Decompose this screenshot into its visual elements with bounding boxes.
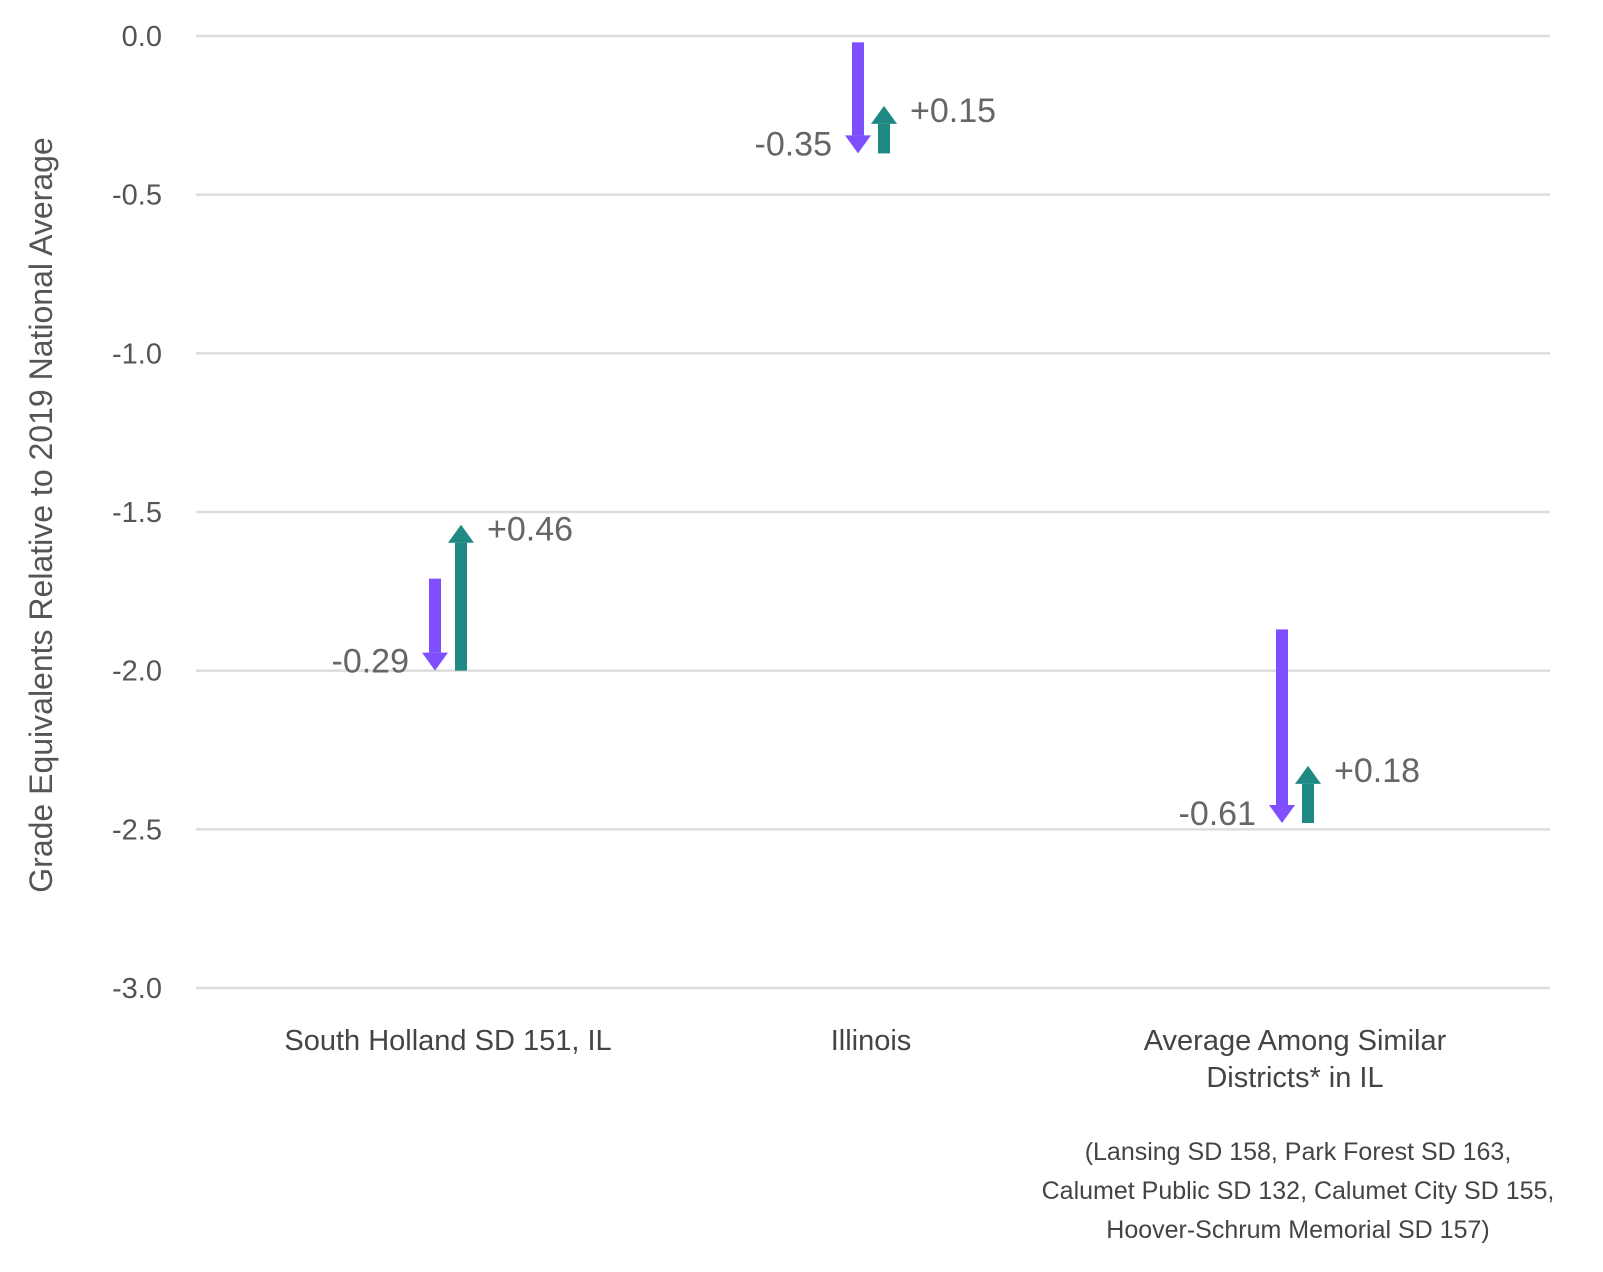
recovery-arrow-head [1295, 765, 1321, 784]
y-tick-label: -2.0 [112, 656, 162, 688]
decline-arrow-head [422, 652, 448, 671]
recovery-arrow-shaft [878, 123, 890, 154]
y-tick-label: -1.0 [112, 338, 162, 370]
decline-arrow-head [1269, 804, 1295, 823]
recovery-arrow-head [871, 105, 897, 124]
category-label: Average Among Similar [1144, 1025, 1447, 1057]
recovery-arrow-shaft [455, 542, 467, 671]
recovery-arrow [1295, 765, 1321, 823]
decline-arrow-shaft [852, 42, 864, 136]
category-label: South Holland SD 151, IL [284, 1025, 611, 1057]
arrow-marks: -0.29 -0.35 -0.61 +0.46 +0.15 +0.18 [332, 42, 1420, 833]
y-tick-label: -1.5 [112, 497, 162, 529]
footnote-line: Calumet Public SD 132, Calumet City SD 1… [1042, 1177, 1555, 1205]
footnote-line: (Lansing SD 158, Park Forest SD 163, [1085, 1138, 1512, 1166]
recovery-label: +0.15 [910, 92, 996, 130]
y-tick-labels: 0.0 -0.5 -1.0 -1.5 -2.0 -2.5 -3.0 [112, 21, 162, 1005]
y-tick-label: -0.5 [112, 180, 162, 212]
category-label: Districts* in IL [1206, 1062, 1383, 1094]
footnote: (Lansing SD 158, Park Forest SD 163, Calu… [1042, 1138, 1555, 1244]
recovery-arrow [871, 105, 897, 154]
decline-label: -0.61 [1179, 795, 1257, 833]
decline-arrow-shaft [429, 578, 441, 653]
decline-arrow [1269, 629, 1295, 823]
category-labels: South Holland SD 151, IL Illinois Average … [284, 1025, 1446, 1094]
footnote-line: Hoover-Schrum Memorial SD 157) [1106, 1216, 1489, 1244]
recovery-label: +0.18 [1334, 752, 1420, 790]
recovery-arrow-shaft [1302, 783, 1314, 823]
decline-arrow-head [845, 135, 871, 154]
y-axis-label: Grade Equivalents Relative to 2019 Natio… [23, 137, 59, 892]
decline-label: -0.35 [755, 125, 833, 163]
decline-label: -0.29 [332, 643, 410, 681]
y-tick-label: -2.5 [112, 814, 162, 846]
recovery-label: +0.46 [487, 511, 573, 549]
y-tick-label: -3.0 [112, 973, 162, 1005]
category-label: Illinois [831, 1025, 912, 1057]
recovery-arrow-head [448, 524, 474, 543]
gridlines [196, 34, 1550, 990]
decline-arrow-shaft [1276, 629, 1288, 805]
decline-arrow [422, 578, 448, 671]
recovery-arrow [448, 524, 474, 671]
decline-arrow [845, 42, 871, 154]
y-tick-label: 0.0 [122, 21, 162, 53]
